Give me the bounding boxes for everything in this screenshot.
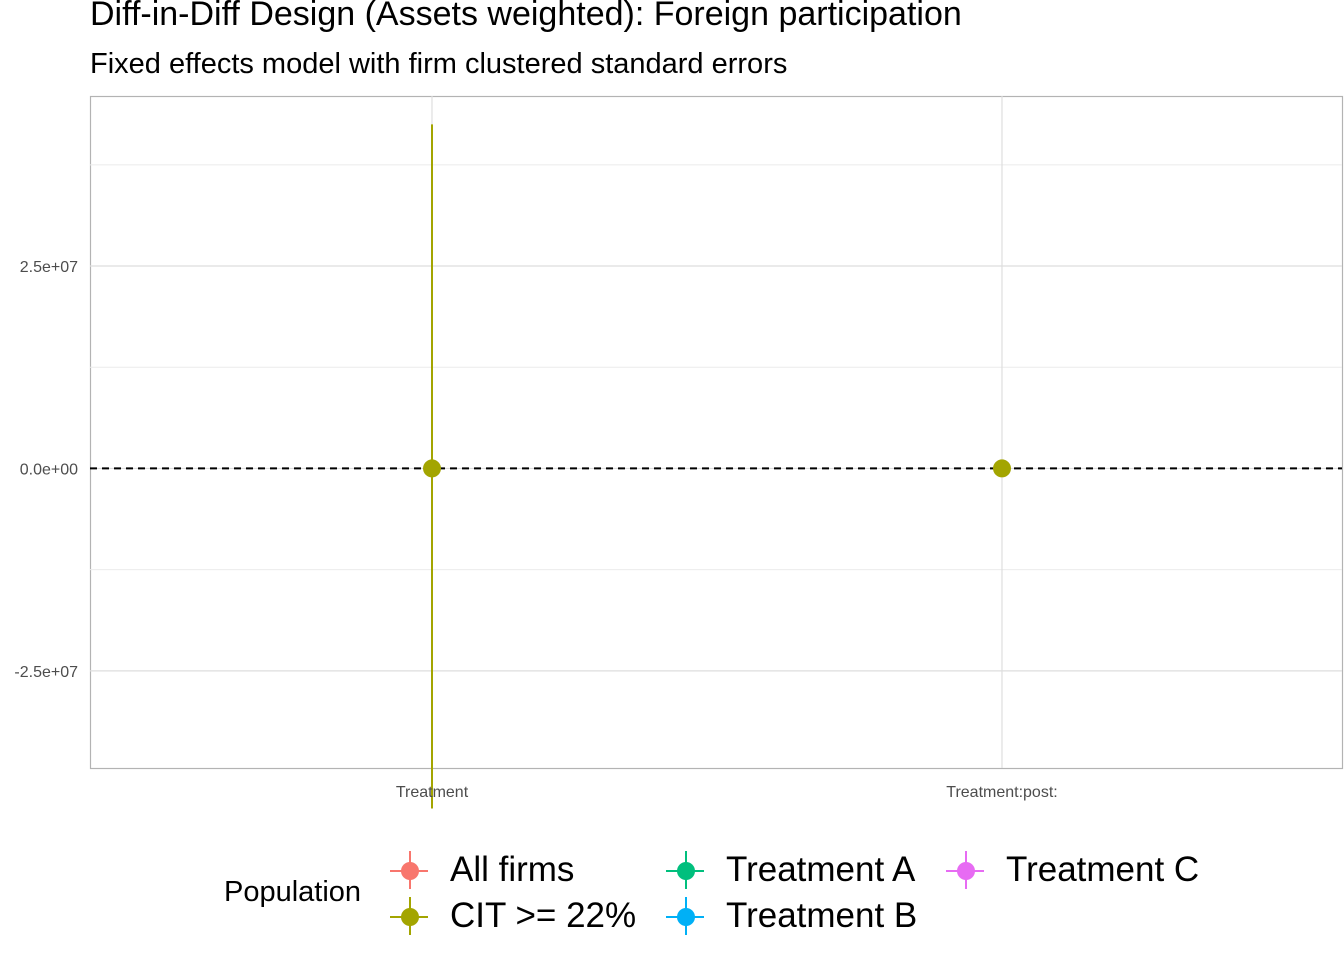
legend-label: Treatment A — [726, 850, 916, 889]
legend-key-dot — [677, 908, 695, 926]
legend-key-dot — [401, 908, 419, 926]
point-estimate — [993, 459, 1011, 478]
legend-key — [666, 851, 704, 889]
legend-title: Population — [224, 876, 362, 908]
legend-label: CIT >= 22% — [450, 896, 637, 935]
legend-key-dot — [677, 862, 695, 880]
legend-key — [390, 851, 428, 889]
major-gridlines — [90, 96, 1342, 768]
x-tick-label: Treatment — [396, 784, 469, 801]
legend-key-dot — [957, 862, 975, 880]
plot-border — [89, 95, 1344, 770]
y-axis: -2.5e+07 0.0e+00 2.5e+07 — [14, 259, 78, 681]
y-tick-label: -2.5e+07 — [14, 664, 78, 681]
point-estimate — [423, 459, 441, 478]
legend-key — [390, 897, 428, 935]
legend-key — [666, 897, 704, 935]
legend-key — [946, 851, 984, 889]
legend-label: All firms — [450, 850, 575, 889]
minor-gridlines — [90, 164, 1342, 571]
chart-subtitle: Fixed effects model with firm clustered … — [90, 48, 788, 80]
legend-key-dot — [401, 862, 419, 880]
x-tick-label: Treatment:post: — [946, 784, 1057, 801]
x-axis: Treatment Treatment:post: — [396, 784, 1058, 801]
legend-label: Treatment B — [726, 896, 918, 935]
data-marks — [423, 124, 1011, 809]
y-tick-label: 2.5e+07 — [20, 259, 78, 276]
legend-label: Treatment C — [1006, 850, 1200, 889]
chart-title: Diff-in-Diff Design (Assets weighted): F… — [90, 0, 962, 33]
y-tick-label: 0.0e+00 — [20, 461, 78, 478]
